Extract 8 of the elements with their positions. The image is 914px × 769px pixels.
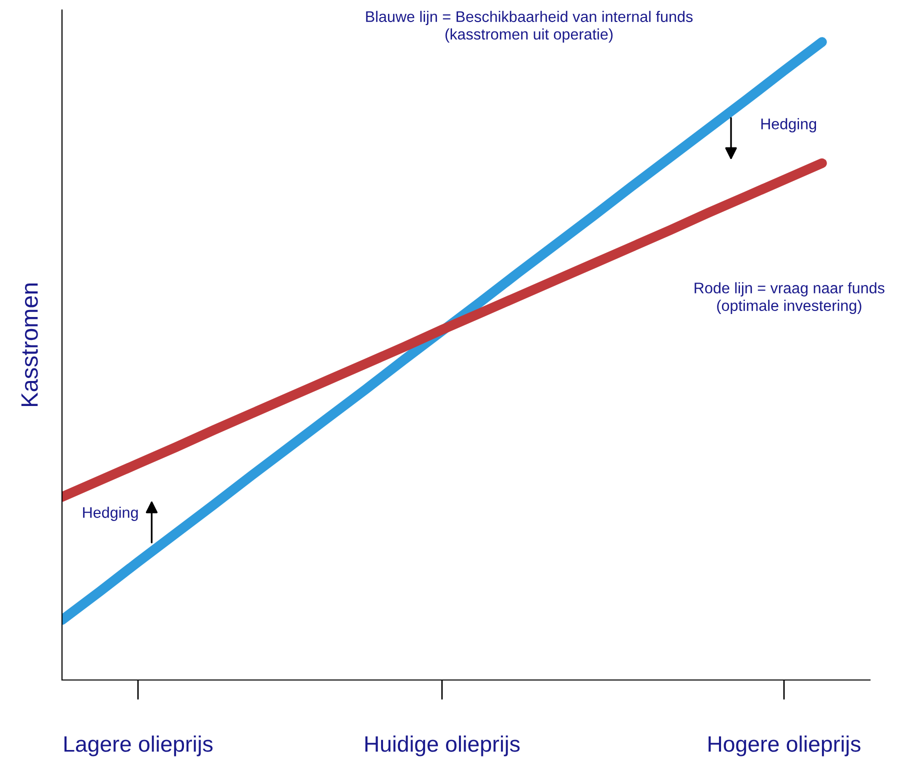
y-axis-title: Kasstromen	[21, 284, 38, 406]
annotation: Hedging	[83, 506, 138, 521]
x-tick-label: Huidige olieprijs	[365, 736, 520, 756]
x-tick-label: Lagere olieprijs	[64, 736, 213, 756]
annotation: Hedging	[761, 118, 816, 132]
x-tick-label: Hogere olieprijs	[708, 736, 860, 756]
annotation: Blauwe lijn = Beschikbaarheid van internal funds (kasstromen uit operatie)	[366, 10, 693, 43]
annotation: Rode lijn = vraag naar funds (optimale investering)	[694, 282, 884, 314]
